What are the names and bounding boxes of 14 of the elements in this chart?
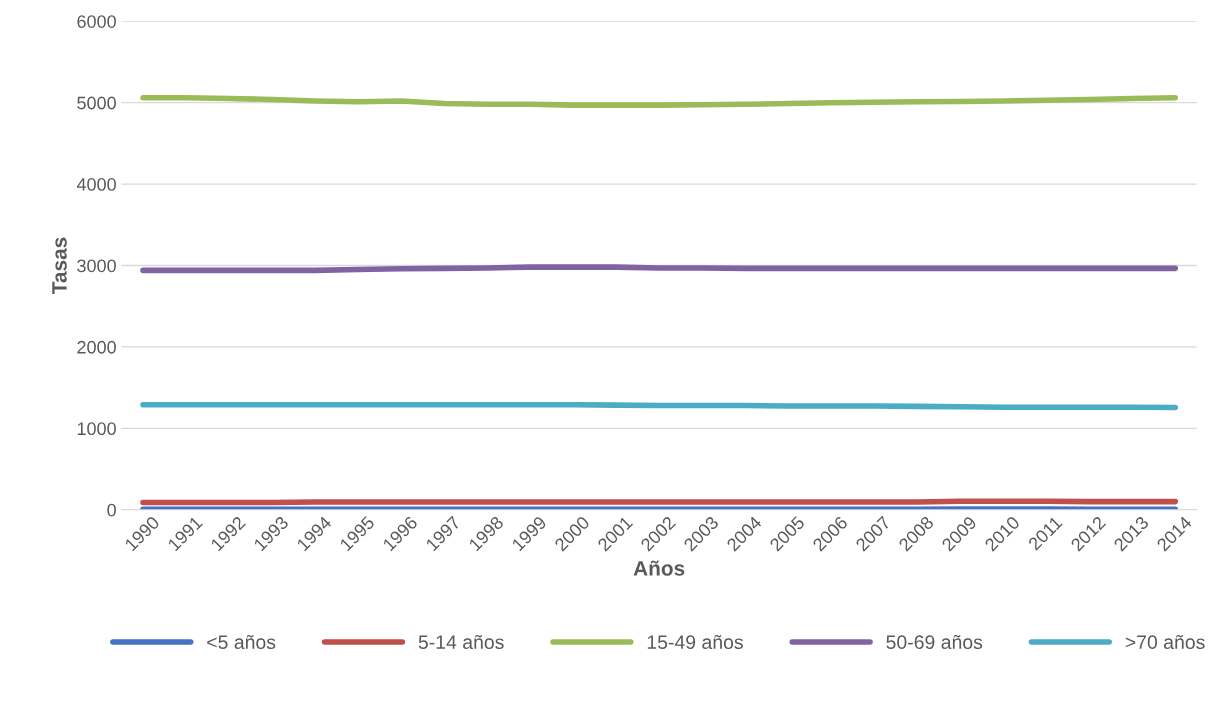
x-axis-title: Años <box>633 560 685 576</box>
legend-label: >70 años <box>1125 634 1205 650</box>
y-tick-label: 5000 <box>77 96 116 110</box>
y-tick-label: 4000 <box>76 178 116 191</box>
y-axis-title: Tasas <box>52 237 67 295</box>
y-tick-label: 3000 <box>77 259 116 273</box>
legend-label: 15-49 años <box>647 634 743 650</box>
y-tick-label: 1000 <box>77 422 116 436</box>
y-tick-label: 6000 <box>77 15 116 28</box>
y-tick-label: 2000 <box>77 340 116 354</box>
y-tick-label: 0 <box>107 503 116 517</box>
legend-label: <5 años <box>207 634 276 650</box>
legend-label: 5-14 años <box>418 634 504 650</box>
legend-label: 50-69 años <box>886 634 983 650</box>
